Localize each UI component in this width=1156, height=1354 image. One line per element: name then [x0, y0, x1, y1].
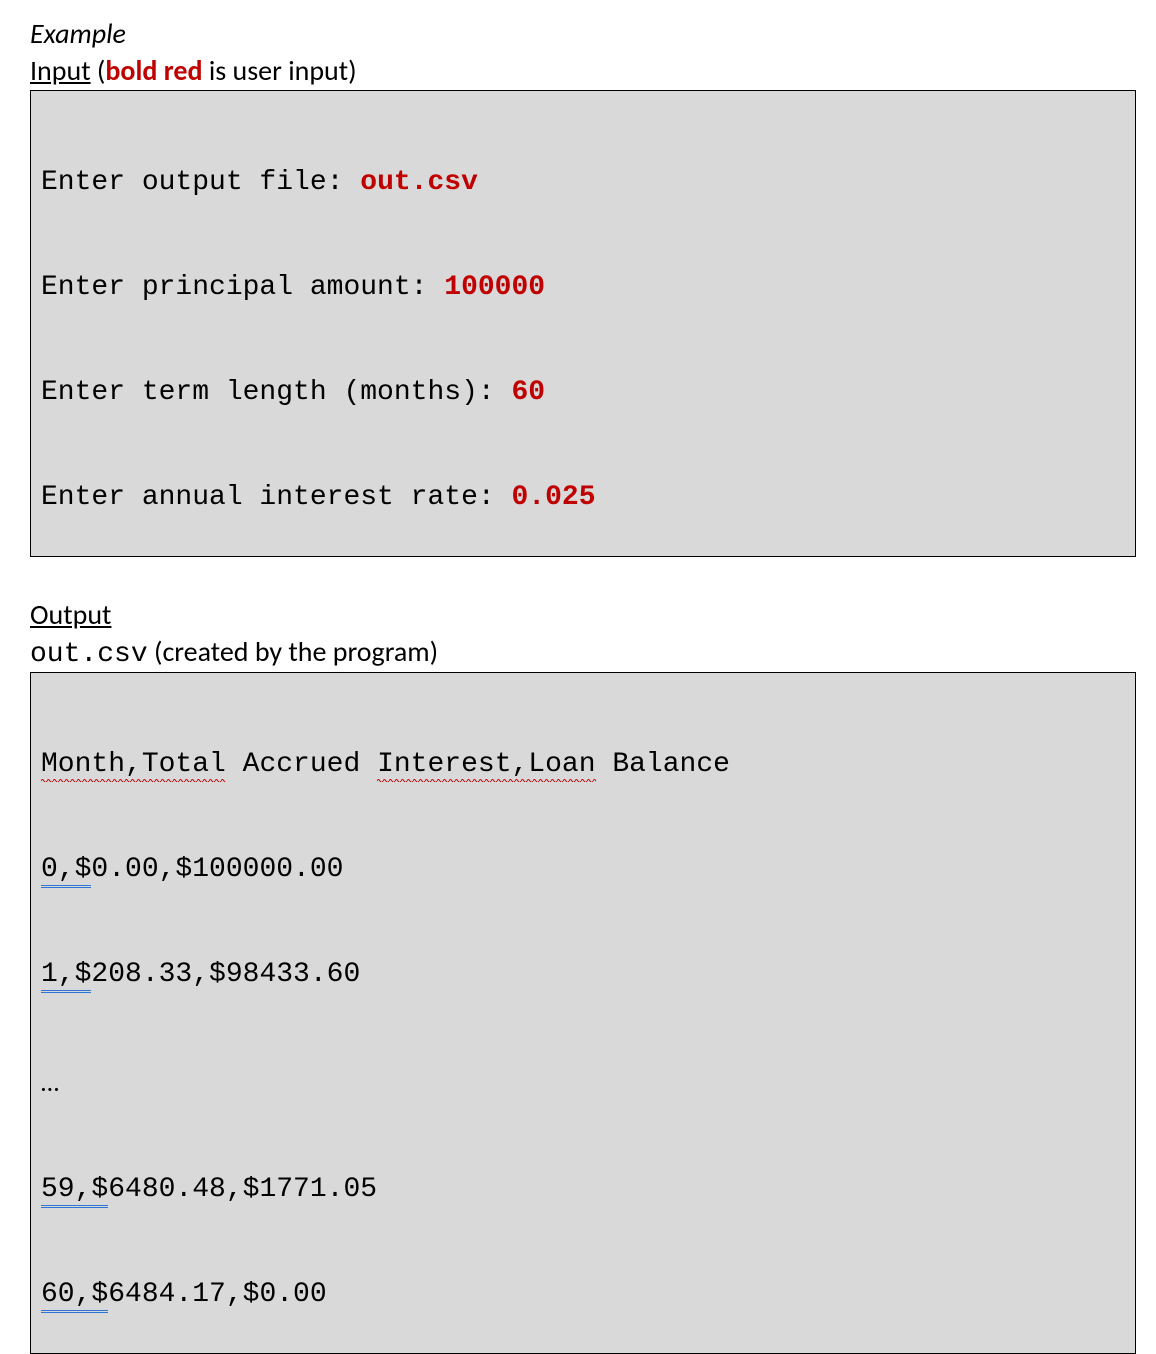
input-line-1: Enter output file: out.csv: [41, 165, 1125, 200]
input-label: Input: [30, 53, 91, 88]
csv-row-lead: 1,$: [41, 959, 91, 993]
csv-row-rest: 208.33,$98433.60: [91, 959, 360, 990]
input-code-box: Enter output file: out.csv Enter princip…: [30, 90, 1136, 557]
user-input-value: 60: [511, 377, 545, 408]
user-input-value: 100000: [444, 272, 545, 303]
csv-row-lead: 60,$: [41, 1279, 108, 1313]
csv-row-60: 60,$6484.17,$0.00: [41, 1277, 1125, 1312]
csv-row-rest: 6484.17,$0.00: [108, 1279, 326, 1310]
section-spacer: [30, 557, 1136, 597]
csv-row-0: 0,$0.00,$100000.00: [41, 852, 1125, 887]
input-line-4: Enter annual interest rate: 0.025: [41, 480, 1125, 515]
bold-red-text: bold red: [105, 53, 202, 88]
output-code-box: Month,Total Accrued Interest,Loan Balanc…: [30, 672, 1136, 1354]
prompt-text: Enter annual interest rate:: [41, 482, 511, 513]
output-subheading: Output: [30, 597, 1136, 632]
csv-header-seg3: Interest,Loan: [377, 749, 595, 782]
example-heading: Example: [30, 16, 1136, 51]
user-input-value: out.csv: [360, 167, 478, 198]
csv-row-59: 59,$6480.48,$1771.05: [41, 1172, 1125, 1207]
csv-header-seg4: Balance: [596, 749, 730, 780]
output-filename-line: out.csv (created by the program): [30, 634, 1136, 670]
output-paren: (created by the program): [148, 634, 439, 669]
csv-row-rest: 0.00,$100000.00: [91, 854, 343, 885]
csv-row-lead: 0,$: [41, 854, 91, 888]
prompt-text: Enter principal amount:: [41, 272, 444, 303]
csv-row-lead: 59,$: [41, 1174, 108, 1208]
csv-ellipsis: …: [41, 1062, 1125, 1102]
output-label: Output: [30, 597, 111, 632]
csv-row-1: 1,$208.33,$98433.60: [41, 957, 1125, 992]
input-subheading: Input (bold red is user input): [30, 53, 1136, 88]
csv-header-seg1: Month,Total: [41, 749, 226, 782]
csv-row-rest: 6480.48,$1771.05: [108, 1174, 377, 1205]
csv-header-seg2: Accrued: [226, 749, 377, 780]
input-paren-open: (: [91, 53, 106, 88]
input-line-2: Enter principal amount: 100000: [41, 270, 1125, 305]
output-filename: out.csv: [30, 639, 148, 670]
prompt-text: Enter output file:: [41, 167, 360, 198]
prompt-text: Enter term length (months):: [41, 377, 511, 408]
user-input-value: 0.025: [511, 482, 595, 513]
csv-header-line: Month,Total Accrued Interest,Loan Balanc…: [41, 747, 1125, 782]
input-line-3: Enter term length (months): 60: [41, 375, 1125, 410]
input-paren-close: is user input): [202, 53, 356, 88]
